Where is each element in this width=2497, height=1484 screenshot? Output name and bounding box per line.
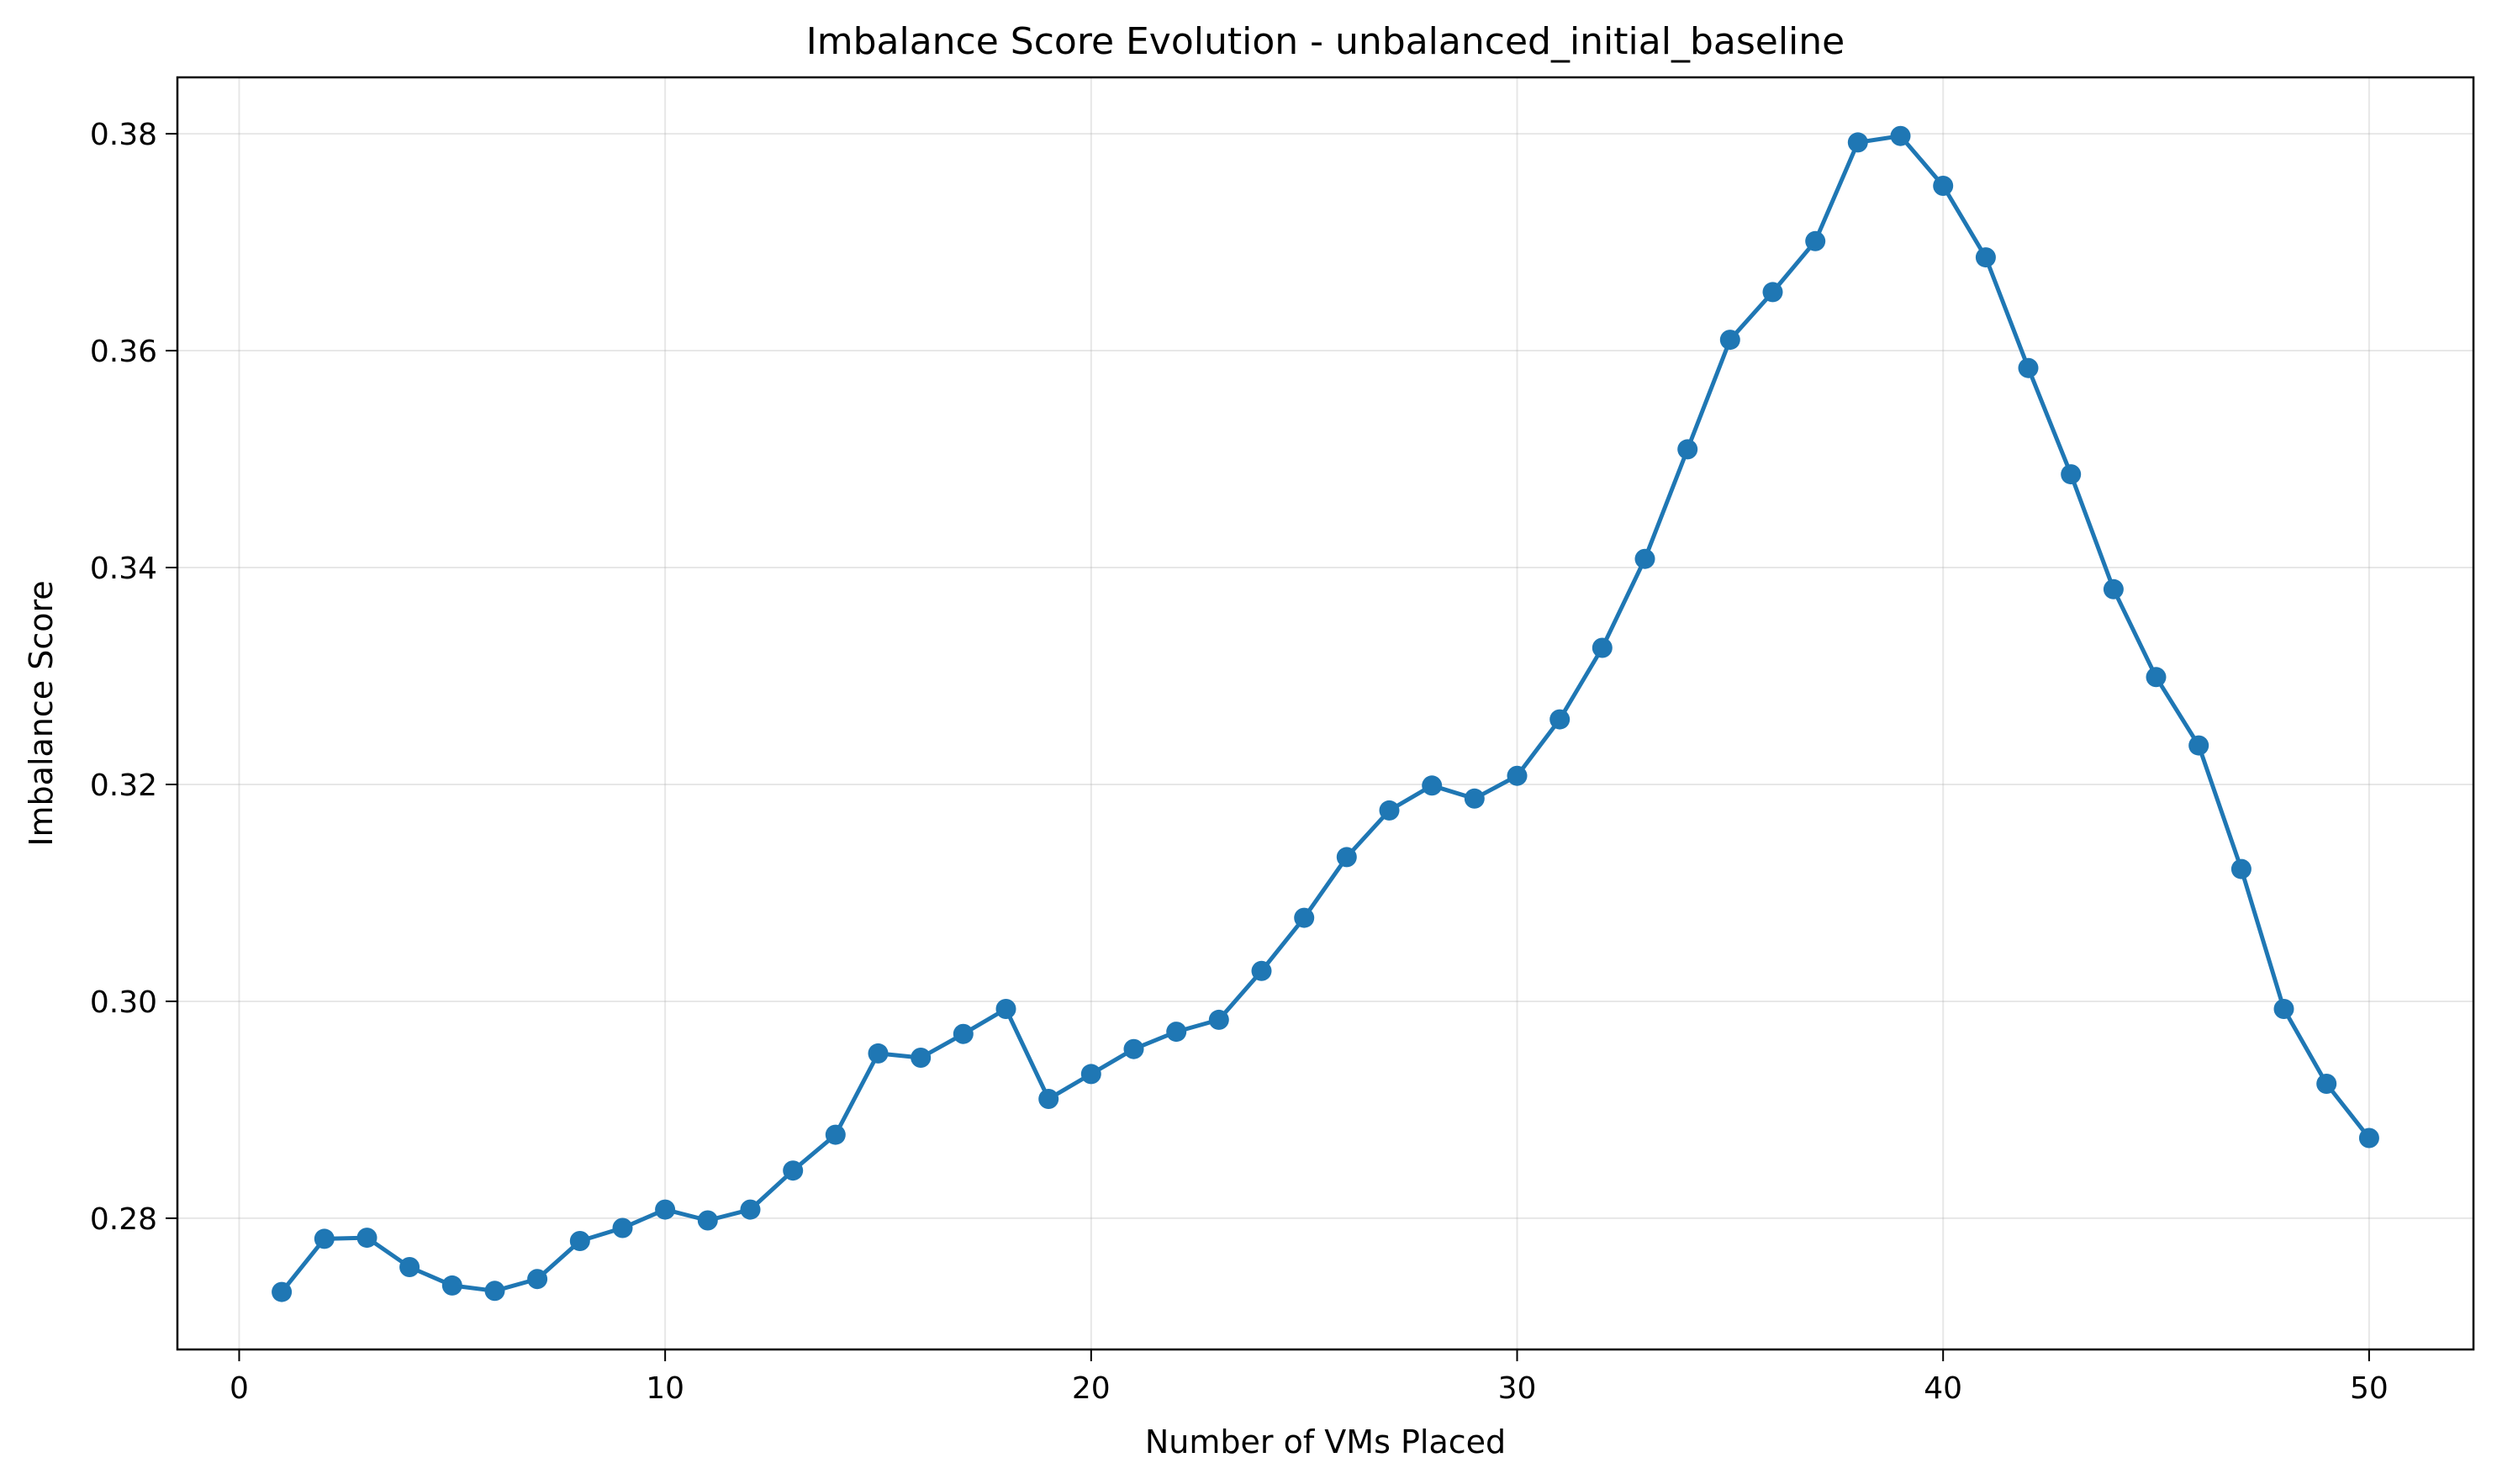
- data-point-marker: [868, 1043, 889, 1064]
- grid-lines: [177, 77, 2473, 1349]
- data-point-marker: [484, 1281, 505, 1302]
- data-point-marker: [314, 1228, 335, 1249]
- data-point-marker: [1592, 637, 1613, 658]
- data-point-marker: [1294, 907, 1315, 928]
- plot-area-frame: [176, 76, 2475, 1351]
- data-point-marker: [1080, 1064, 1101, 1085]
- data-point-marker: [1507, 765, 1528, 786]
- data-point-marker: [1251, 960, 1272, 981]
- y-tick-label: 0.28: [90, 1202, 157, 1237]
- data-point-marker: [953, 1023, 974, 1044]
- data-point-marker: [2273, 999, 2294, 1019]
- data-point-marker: [995, 999, 1016, 1019]
- data-point-marker: [2146, 667, 2167, 688]
- data-point-marker: [1379, 800, 1400, 821]
- x-tick-label: 10: [646, 1371, 684, 1406]
- x-tick-label: 0: [230, 1371, 249, 1406]
- data-point-marker: [1336, 847, 1357, 868]
- data-point-marker: [1847, 132, 1868, 153]
- data-point-marker: [911, 1048, 932, 1068]
- data-point-marker: [2230, 858, 2252, 879]
- data-point-marker: [612, 1217, 633, 1238]
- data-point-marker: [2358, 1128, 2379, 1149]
- data-point-marker: [527, 1269, 548, 1290]
- data-point-marker: [1677, 439, 1698, 460]
- y-tick-label: 0.32: [90, 768, 157, 803]
- x-tick-label: 40: [1924, 1371, 1962, 1406]
- data-point-marker: [2103, 578, 2124, 599]
- y-tick-label: 0.34: [90, 552, 157, 586]
- data-point-marker: [1549, 709, 1571, 730]
- data-point-marker: [1166, 1022, 1187, 1043]
- data-point-marker: [399, 1257, 420, 1277]
- y-axis-label: Imbalance Score: [23, 580, 60, 846]
- data-point-marker: [272, 1281, 293, 1302]
- data-point-marker: [783, 1160, 804, 1181]
- data-point-marker: [2061, 464, 2082, 485]
- data-point-marker: [1464, 788, 1485, 809]
- chart-title: Imbalance Score Evolution - unbalanced_i…: [806, 20, 1845, 63]
- data-point-marker: [1805, 230, 1826, 251]
- x-axis-label: Number of VMs Placed: [1145, 1423, 1506, 1460]
- data-point-marker: [1975, 247, 1996, 268]
- data-point-marker: [740, 1199, 761, 1220]
- data-point-marker: [1719, 330, 1740, 351]
- data-point-marker: [1422, 775, 1443, 796]
- data-point-marker: [1123, 1038, 1144, 1059]
- data-point-marker: [1038, 1089, 1059, 1109]
- data-point-marker: [2316, 1074, 2337, 1094]
- data-point-marker: [655, 1199, 676, 1220]
- x-tick-label: 50: [2350, 1371, 2389, 1406]
- x-tick-label: 30: [1498, 1371, 1537, 1406]
- data-point-marker: [356, 1228, 377, 1249]
- axis-ticks: 0 10 20 30 40 50 0.28 0.30 0.32 0.34 0.36 0.38: [90, 118, 2389, 1406]
- data-point-marker: [441, 1275, 462, 1296]
- data-point-marker: [569, 1231, 590, 1251]
- data-point-marker: [1762, 282, 1783, 303]
- data-point-marker: [1890, 125, 1911, 146]
- data-point-marker: [1634, 548, 1655, 569]
- data-point-marker: [825, 1124, 846, 1145]
- data-point-marker: [2018, 357, 2039, 378]
- data-series: [272, 125, 2379, 1302]
- y-tick-label: 0.36: [90, 335, 157, 369]
- data-point-marker: [1208, 1009, 1229, 1030]
- y-tick-label: 0.38: [90, 118, 157, 152]
- data-point-marker: [1933, 176, 1954, 196]
- x-tick-label: 20: [1072, 1371, 1111, 1406]
- y-tick-label: 0.30: [90, 985, 157, 1020]
- data-point-marker: [697, 1210, 718, 1231]
- data-point-marker: [2188, 735, 2209, 756]
